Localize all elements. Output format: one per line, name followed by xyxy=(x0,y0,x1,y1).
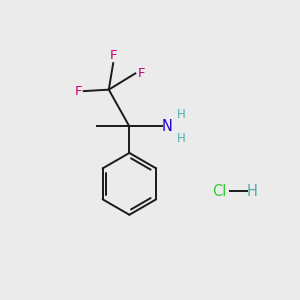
Text: H: H xyxy=(177,132,186,145)
Text: F: F xyxy=(110,49,117,62)
Text: F: F xyxy=(75,85,82,98)
Text: H: H xyxy=(177,108,186,121)
Text: N: N xyxy=(161,119,172,134)
Text: H: H xyxy=(246,184,257,199)
Text: F: F xyxy=(138,67,145,80)
Text: Cl: Cl xyxy=(212,184,226,199)
